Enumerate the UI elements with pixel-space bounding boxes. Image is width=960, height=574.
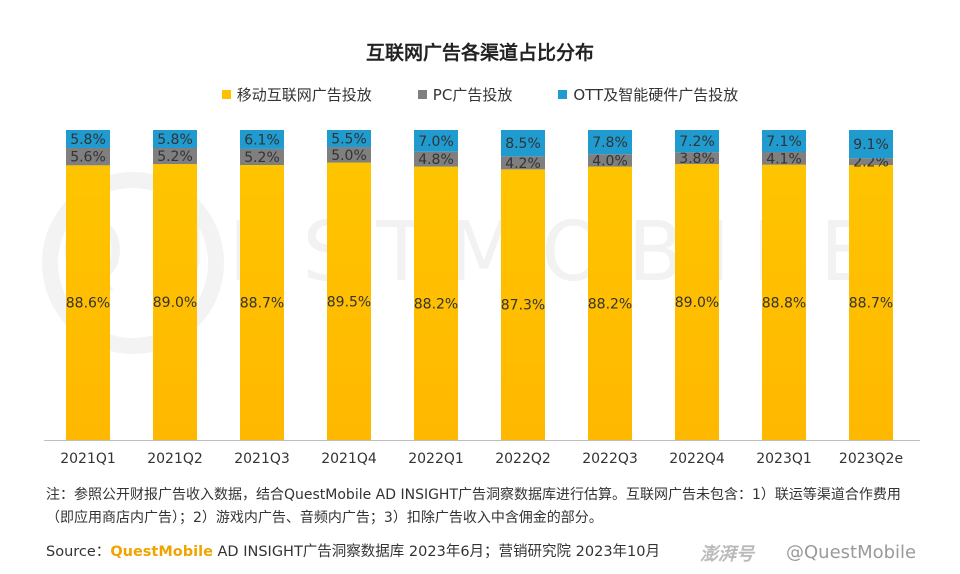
chart-legend: 移动互联网广告投放 PC广告投放 OTT及智能硬件广告投放 bbox=[0, 84, 960, 105]
x-tick-label-2021Q4: 2021Q4 bbox=[321, 451, 377, 467]
data-label-pc-2021Q3: 5.2% bbox=[244, 150, 280, 166]
bar-ott-2022Q2 bbox=[501, 130, 545, 157]
data-label-ott-2022Q2: 8.5% bbox=[505, 136, 541, 152]
data-label-ott-2022Q1: 7.0% bbox=[418, 134, 454, 150]
data-label-mobile-2023Q1: 88.8% bbox=[762, 295, 806, 311]
data-label-pc-2021Q1: 5.6% bbox=[70, 150, 106, 166]
data-label-mobile-2021Q1: 88.6% bbox=[66, 296, 110, 312]
bar-pc-2021Q1 bbox=[66, 147, 110, 166]
data-label-ott-2023Q2e: 9.1% bbox=[853, 137, 889, 153]
chart-source: Source：QuestMobile AD INSIGHT广告洞察数据库 202… bbox=[46, 540, 660, 561]
data-label-pc-2022Q2: 4.2% bbox=[505, 156, 541, 172]
legend-swatch-ott bbox=[558, 90, 568, 99]
bar-mobile-2022Q1 bbox=[414, 166, 458, 440]
x-tick-label-2022Q1: 2022Q1 bbox=[408, 451, 464, 467]
footer-logo: 澎湃号 bbox=[700, 544, 754, 565]
bar-ott-2021Q3 bbox=[240, 130, 284, 149]
bar-mobile-2022Q2 bbox=[501, 169, 545, 440]
bar-mobile-2021Q4 bbox=[327, 162, 371, 441]
data-label-pc-2021Q2: 5.2% bbox=[157, 149, 193, 165]
data-label-mobile-2021Q3: 88.7% bbox=[240, 296, 284, 312]
x-tick-label-2022Q2: 2022Q2 bbox=[495, 451, 551, 467]
data-label-ott-2022Q3: 7.8% bbox=[592, 135, 628, 151]
source-rest: AD INSIGHT广告洞察数据库 2023年6月；营销研究院 2023年10月 bbox=[212, 544, 661, 560]
data-label-pc-2022Q4: 3.8% bbox=[679, 151, 715, 167]
x-tick-label-2023Q2e: 2023Q2e bbox=[839, 451, 903, 467]
legend-item-mobile: 移动互联网广告投放 bbox=[221, 84, 372, 105]
data-label-mobile-2021Q4: 89.5% bbox=[327, 294, 371, 310]
data-label-mobile-2022Q4: 89.0% bbox=[675, 295, 719, 311]
x-tick-label-2021Q3: 2021Q3 bbox=[234, 451, 290, 467]
legend-item-pc: PC广告投放 bbox=[417, 84, 513, 105]
legend-item-ott: OTT及智能硬件广告投放 bbox=[558, 84, 738, 105]
chart-note: 注：参照公开财报广告收入数据，结合QuestMobile AD INSIGHT广… bbox=[46, 487, 901, 526]
footer-handle: @QuestMobile bbox=[786, 542, 917, 563]
data-label-mobile-2021Q2: 89.0% bbox=[153, 295, 197, 311]
data-label-mobile-2023Q2e: 88.7% bbox=[849, 296, 893, 312]
bar-ott-2022Q1 bbox=[414, 130, 458, 152]
data-label-ott-2021Q1: 5.8% bbox=[70, 132, 106, 148]
data-label-pc-2022Q3: 4.0% bbox=[592, 153, 628, 169]
bar-ott-2022Q4 bbox=[675, 130, 719, 153]
bar-ott-2022Q3 bbox=[588, 130, 632, 155]
bar-ott-2021Q4 bbox=[327, 130, 371, 148]
bar-ott-2023Q1 bbox=[762, 130, 806, 153]
legend-label-pc: PC广告投放 bbox=[432, 86, 513, 104]
data-label-mobile-2022Q2: 87.3% bbox=[501, 298, 545, 314]
x-tick-label-2023Q1: 2023Q1 bbox=[756, 451, 812, 467]
legend-label-mobile: 移动互联网广告投放 bbox=[236, 86, 372, 104]
data-label-pc-2022Q1: 4.8% bbox=[418, 152, 454, 168]
data-label-ott-2021Q3: 6.1% bbox=[244, 132, 280, 148]
data-label-pc-2021Q4: 5.0% bbox=[331, 148, 367, 164]
data-label-pc-2023Q1: 4.1% bbox=[766, 151, 802, 167]
bar-ott-2021Q2 bbox=[153, 130, 197, 148]
bar-mobile-2021Q1 bbox=[66, 165, 110, 440]
chart-title: 互联网广告各渠道占比分布 bbox=[365, 42, 594, 64]
data-label-ott-2021Q4: 5.5% bbox=[331, 132, 367, 148]
bar-pc-2022Q1 bbox=[414, 151, 458, 167]
bar-mobile-2021Q2 bbox=[153, 164, 197, 440]
bar-pc-2023Q1 bbox=[762, 152, 806, 165]
bar-pc-2021Q4 bbox=[327, 147, 371, 163]
data-label-ott-2023Q1: 7.1% bbox=[766, 134, 802, 150]
x-tick-label-2021Q2: 2021Q2 bbox=[147, 451, 203, 467]
bar-pc-2022Q3 bbox=[588, 154, 632, 167]
bar-mobile-2021Q3 bbox=[240, 165, 284, 440]
bar-pc-2022Q4 bbox=[675, 152, 719, 165]
data-label-ott-2022Q4: 7.2% bbox=[679, 134, 715, 150]
bar-ott-2021Q1 bbox=[66, 130, 110, 148]
bar-pc-2021Q3 bbox=[240, 148, 284, 166]
bar-pc-2022Q2 bbox=[501, 156, 545, 170]
bar-mobile-2023Q1 bbox=[762, 164, 806, 440]
bar-pc-2023Q2e bbox=[849, 158, 893, 166]
bar-mobile-2022Q3 bbox=[588, 166, 632, 440]
legend-label-ott: OTT及智能硬件广告投放 bbox=[573, 86, 739, 104]
bar-pc-2021Q2 bbox=[153, 147, 197, 165]
data-label-pc-2023Q2e: 2.2% bbox=[853, 155, 889, 171]
bar-ott-2023Q2e bbox=[849, 130, 893, 159]
source-prefix: Source： bbox=[46, 544, 111, 560]
bar-mobile-2023Q2e bbox=[849, 165, 893, 440]
source-brand: QuestMobile bbox=[110, 544, 213, 560]
x-tick-label-2021Q1: 2021Q1 bbox=[60, 451, 116, 467]
x-tick-label-2022Q3: 2022Q3 bbox=[582, 451, 638, 467]
legend-swatch-mobile bbox=[221, 90, 231, 99]
data-label-mobile-2022Q3: 88.2% bbox=[588, 296, 632, 312]
bar-mobile-2022Q4 bbox=[675, 164, 719, 440]
data-label-ott-2021Q2: 5.8% bbox=[157, 132, 193, 148]
data-label-mobile-2022Q1: 88.2% bbox=[414, 296, 458, 312]
legend-swatch-pc bbox=[417, 90, 427, 99]
x-tick-label-2022Q4: 2022Q4 bbox=[669, 451, 725, 467]
